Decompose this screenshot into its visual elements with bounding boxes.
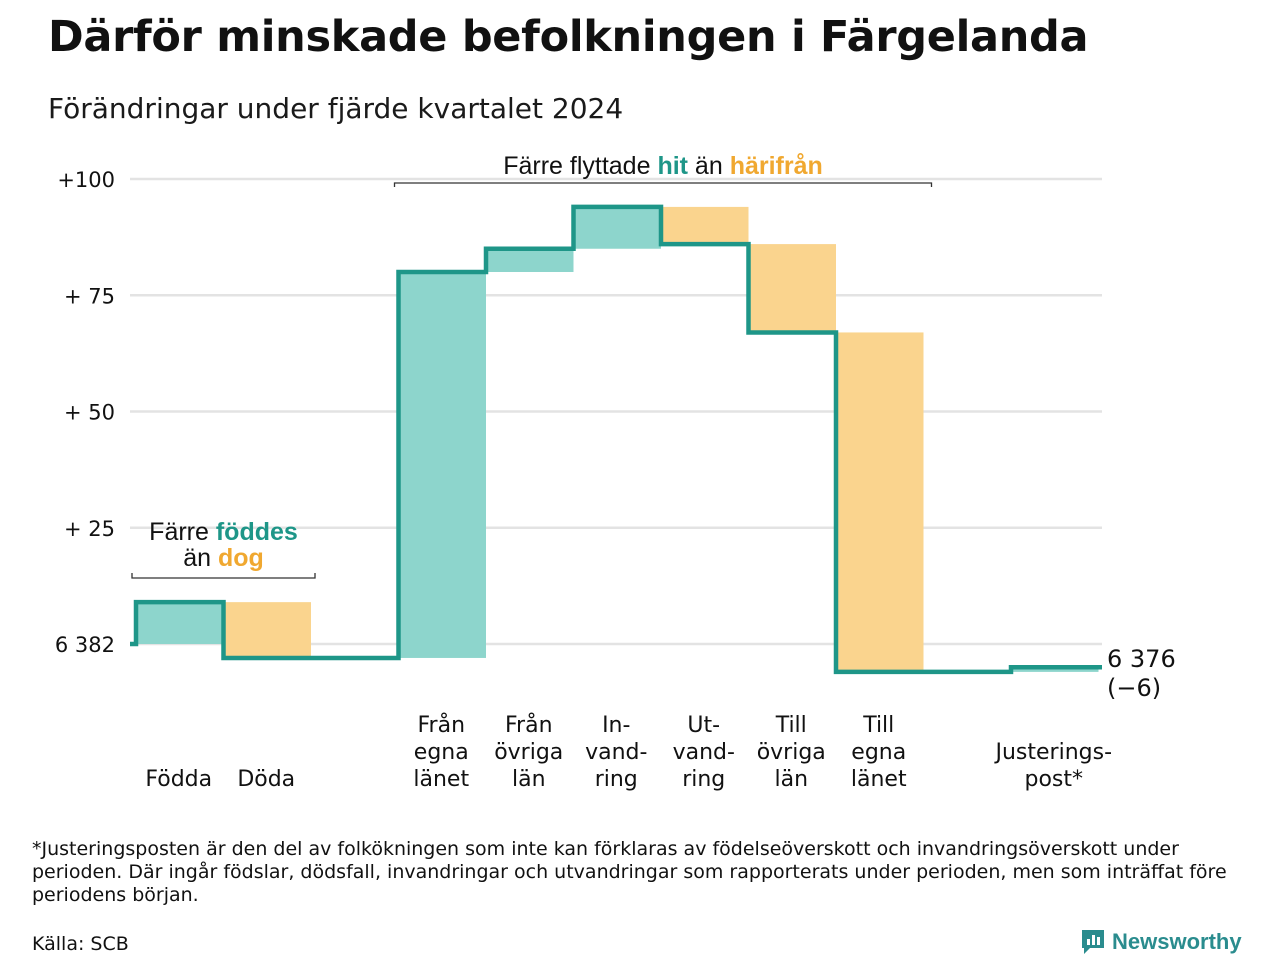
- bar-decrease: [661, 206, 749, 245]
- footnote: *Justeringsposten är den del av folkökni…: [32, 838, 1227, 906]
- bar-increase: [136, 602, 224, 644]
- end-value-label: 6 376: [1107, 645, 1176, 673]
- x-category-label: Justerings-: [993, 740, 1112, 765]
- births-bracket: [131, 573, 316, 579]
- chart-title: Därför minskade befolkningen i Färgeland…: [48, 12, 1089, 62]
- chart-subtitle: Förändringar under fjärde kvartalet 2024: [48, 92, 624, 125]
- y-tick-label: + 25: [64, 517, 115, 541]
- x-category-label: vand-: [673, 740, 735, 765]
- x-category-label: Från: [417, 712, 465, 738]
- newsworthy-logo-text: Newsworthy: [1112, 929, 1242, 954]
- bar-increase: [398, 272, 486, 658]
- running-total-line: [130, 204, 1102, 675]
- x-category-label: övriga: [494, 740, 563, 765]
- x-category-label: länet: [851, 767, 907, 792]
- x-category-label: egna: [851, 740, 906, 765]
- bar-increase: [573, 206, 661, 249]
- x-category-label: vand-: [585, 740, 647, 765]
- x-category-label: Till: [775, 713, 807, 738]
- x-category-label: Ut-: [687, 713, 720, 738]
- births-annotation-prefix: Färre: [149, 518, 216, 546]
- bar-decrease: [748, 244, 836, 333]
- bar-increase: [1011, 667, 1099, 672]
- bar-increase: [486, 248, 574, 272]
- x-category-label: övriga: [757, 740, 826, 765]
- y-tick-label: + 50: [64, 401, 115, 425]
- births-annotation-mid: än: [183, 544, 218, 572]
- births-annotation-out-word: dog: [218, 544, 264, 572]
- x-category-label: länet: [413, 767, 469, 792]
- bar-decrease: [223, 602, 311, 658]
- y-tick-label: 6 382: [55, 633, 115, 657]
- x-category-label: ring: [595, 767, 638, 792]
- moves-annotation-out-word: härifrån: [730, 152, 823, 180]
- x-category-label: egna: [414, 740, 469, 765]
- source-label: Källa: SCB: [32, 933, 129, 955]
- moves-annotation-prefix: Färre flyttade: [503, 152, 657, 180]
- x-category-label: Döda: [237, 767, 295, 792]
- x-category-label: län: [774, 767, 808, 792]
- x-category-label: Födda: [145, 767, 212, 792]
- x-category-label: post*: [1024, 767, 1083, 792]
- moves-annotation-mid: än: [688, 152, 730, 180]
- x-category-label: ring: [682, 767, 725, 792]
- moves-bracket: [393, 182, 933, 187]
- x-category-label: Till: [862, 713, 894, 738]
- x-category-label: In-: [602, 713, 630, 738]
- births-annotation-line1: Färre föddes: [149, 518, 298, 546]
- newsworthy-logo: Newsworthy: [1080, 928, 1242, 956]
- x-category-label: Från: [505, 712, 553, 738]
- bar-decrease: [836, 332, 924, 672]
- births-annotation-in-word: föddes: [216, 518, 298, 546]
- y-tick-label: +100: [57, 168, 115, 192]
- moves-annotation-in-word: hit: [657, 152, 688, 180]
- births-annotation-line2: än dog: [183, 544, 264, 572]
- newsworthy-logo-icon: [1082, 930, 1104, 954]
- y-tick-label: + 75: [64, 284, 115, 308]
- end-change-label: (−6): [1107, 674, 1161, 702]
- moves-annotation: Färre flyttade hit än härifrån: [503, 152, 823, 180]
- x-category-label: län: [512, 767, 546, 792]
